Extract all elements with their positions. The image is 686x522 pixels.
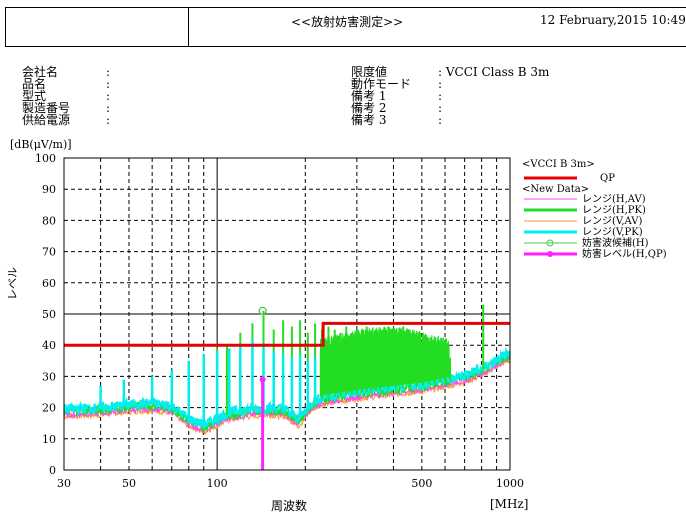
report-title: <<放射妨害測定>> <box>291 15 404 29</box>
legend-group-newdata: <New Data> <box>522 184 589 195</box>
y-tick-label: 60 <box>42 277 56 290</box>
info-value-model: : <box>106 89 111 103</box>
info-label-serial: 製造番号 <box>22 101 71 115</box>
info-left-values: : : : : : <box>106 66 110 126</box>
info-value-serial: : <box>106 101 111 115</box>
header-divider <box>188 7 189 47</box>
info-label-note3: 備考 3 <box>351 113 387 127</box>
y-tick-label: 30 <box>42 370 56 383</box>
x-unit-label: [MHz] <box>490 497 529 511</box>
chart-legend: <VCCI B 3m> QP <New Data>レンジ(H,AV)レンジ(H,PK… <box>522 159 667 260</box>
legend-marker-candidate <box>546 239 554 247</box>
x-tick-label: 1000 <box>496 477 524 490</box>
info-label-model: 型式 <box>22 89 47 103</box>
candidate-marker <box>258 306 267 315</box>
legend-label-v_av: レンジ(V,AV) <box>582 216 642 227</box>
y-tick-label: 20 <box>42 402 56 415</box>
info-value-product: : <box>106 77 111 91</box>
info-value-note1: : <box>438 89 443 103</box>
y-tick-label: 50 <box>42 308 56 321</box>
x-axis-label: 周波数 <box>271 499 308 513</box>
x-tick-label: 500 <box>411 477 432 490</box>
y-tick-label: 10 <box>42 433 56 446</box>
legend-group-limit: <VCCI B 3m> <box>522 159 595 170</box>
report-datetime: 12 February,2015 10:49 <box>540 13 686 27</box>
plot-area <box>63 304 511 470</box>
x-tick-label: 50 <box>122 477 136 490</box>
y-unit-label: [dB(μV/m)] <box>10 138 72 151</box>
info-label-mode: 動作モード <box>351 77 412 91</box>
legend-marker-qp <box>547 251 553 257</box>
info-label-power: 供給電源 <box>22 113 71 127</box>
y-tick-label: 40 <box>42 339 56 352</box>
legend-label-h_pk: レンジ(H,PK) <box>582 205 646 216</box>
info-label-limit: 限度値 <box>351 65 388 79</box>
y-tick-label: 70 <box>42 246 56 259</box>
info-right-values: : VCCI Class B 3m : : : : <box>438 66 549 126</box>
x-tick-label: 100 <box>207 477 228 490</box>
info-value-power: : <box>106 113 111 127</box>
plot-frame <box>63 157 511 471</box>
legend-label-candidate: 妨害波候補(H) <box>582 236 649 249</box>
trace-h-pk-dense <box>319 326 450 397</box>
info-value-note3: : <box>438 113 443 127</box>
info-value-note2: : <box>438 101 443 115</box>
legend-label-limit: QP <box>600 173 615 184</box>
info-label-note2: 備考 2 <box>351 101 387 115</box>
info-value-mode: : <box>438 77 443 91</box>
header-box <box>5 7 686 47</box>
info-label-note1: 備考 1 <box>351 89 387 103</box>
chart-grid <box>64 158 510 470</box>
y-tick-label: 80 <box>42 214 56 227</box>
legend-label-v_pk: レンジ(V,PK) <box>582 227 643 238</box>
legend-label-h_av: レンジ(H,AV) <box>582 194 646 205</box>
info-left-labels: 会社名 品名 型式 製造番号 供給電源 <box>22 66 70 126</box>
limit-line-qp <box>64 321 510 347</box>
y-tick-label: 0 <box>49 464 56 477</box>
trace-v-pk <box>63 346 511 429</box>
info-label-company: 会社名 <box>22 65 59 79</box>
info-label-product: 品名 <box>22 77 47 91</box>
axis-ticks: 0 10 20 30 40 50 60 70 80 90 100 30 50 100 500 1000 <box>35 152 524 490</box>
x-tick-label: 30 <box>57 477 71 490</box>
qp-marker-point <box>259 376 266 383</box>
y-tick-label: 90 <box>42 183 56 196</box>
y-tick-label: 100 <box>35 152 56 165</box>
info-value-limit: : VCCI Class B 3m <box>438 65 550 79</box>
info-right-labels: 限度値 動作モード 備考 1 備考 2 備考 3 <box>351 66 411 126</box>
legend-label-qp: 妨害レベル(H,QP) <box>582 247 667 260</box>
info-value-company: : <box>106 65 111 79</box>
